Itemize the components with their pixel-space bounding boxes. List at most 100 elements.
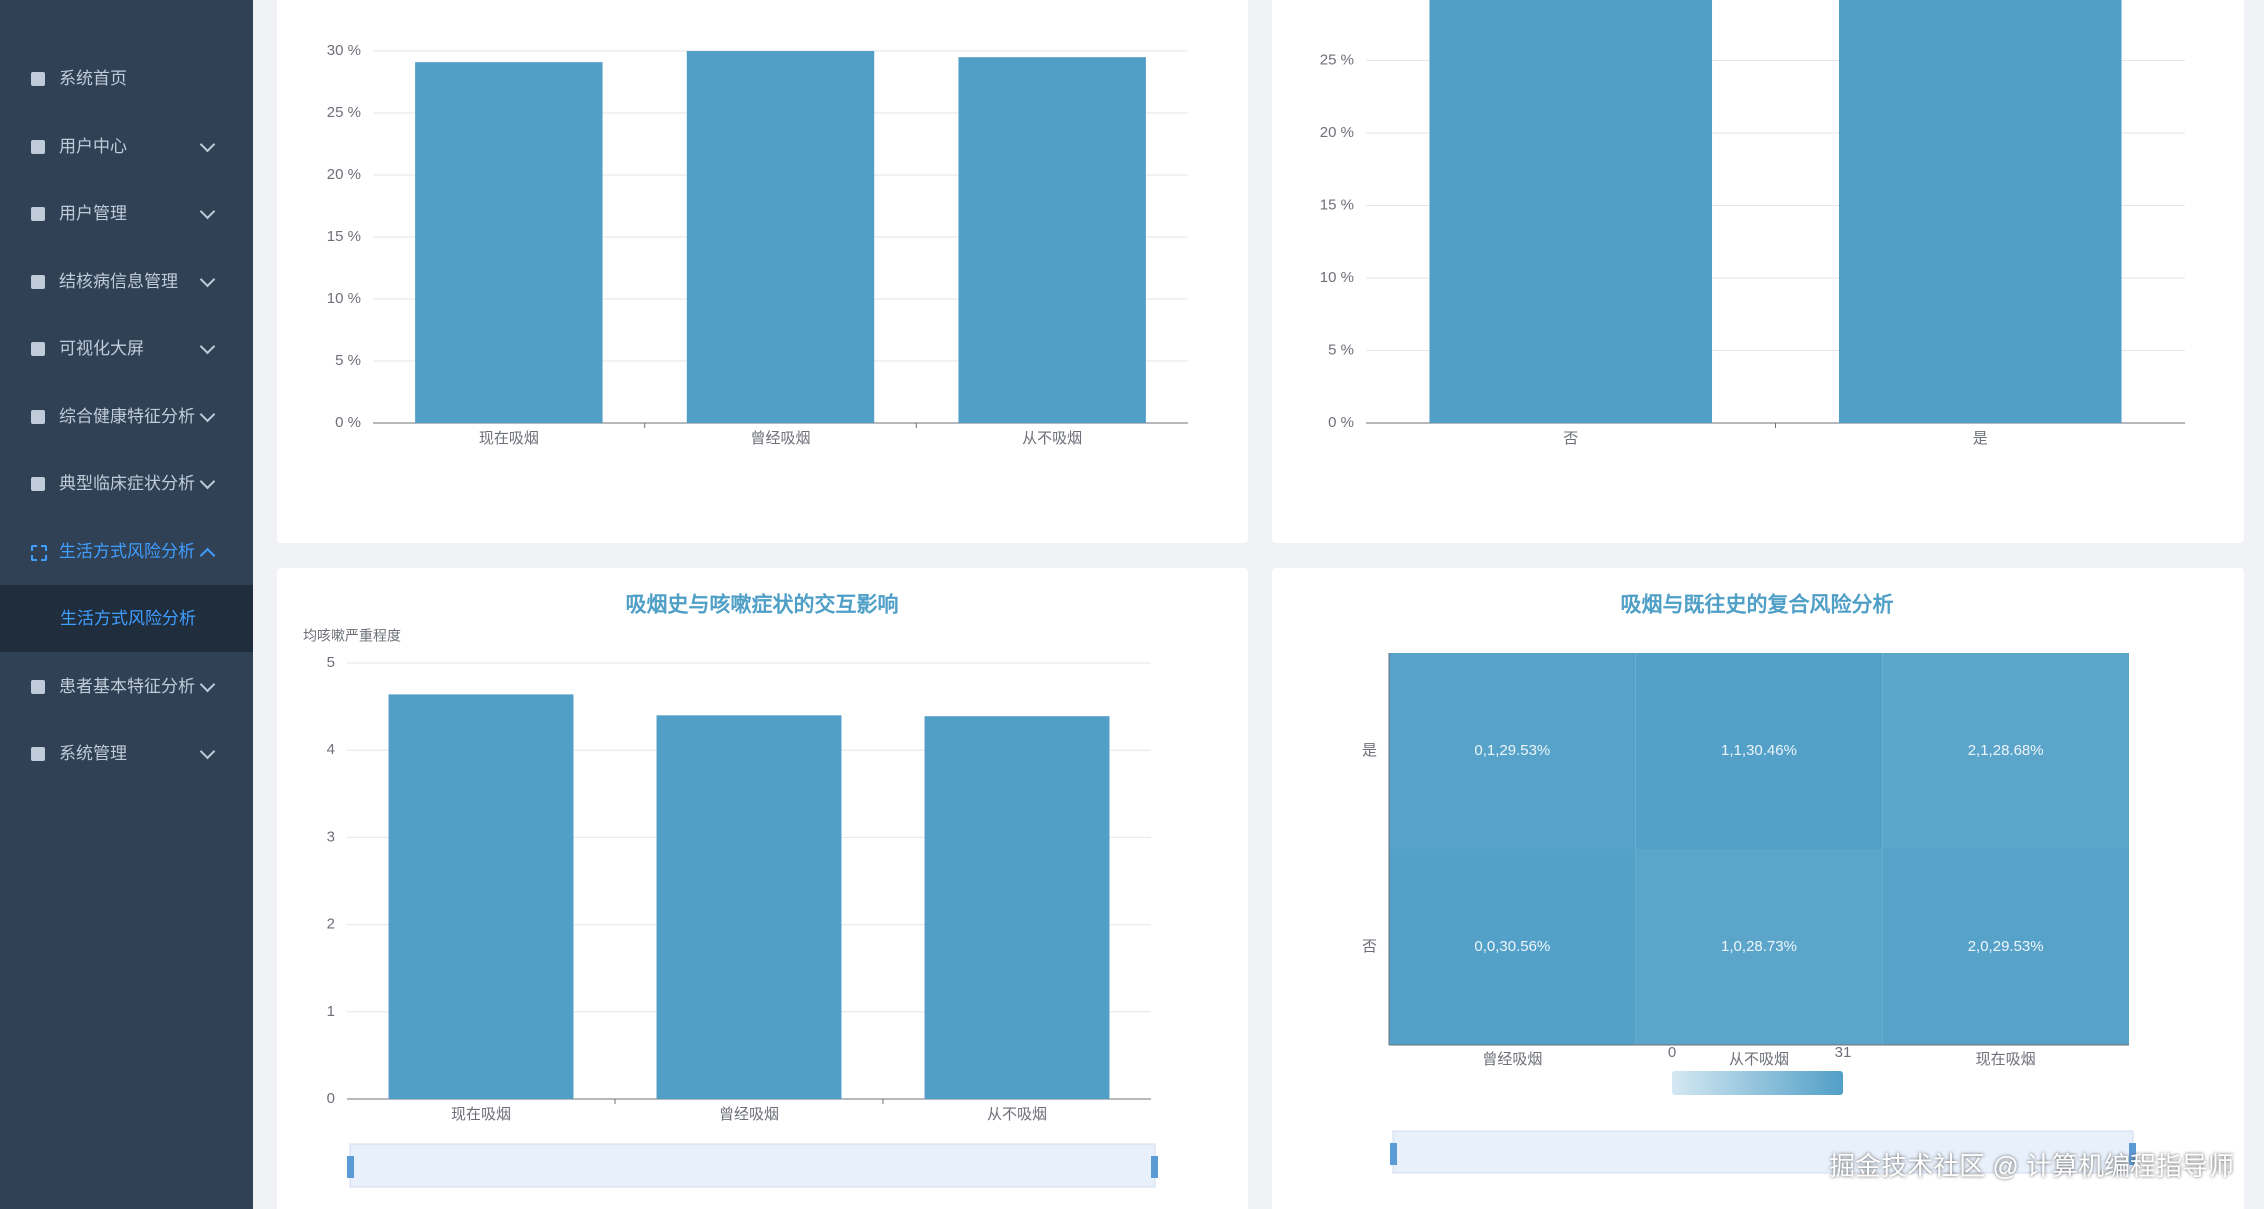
menu-label: 用户管理 [59, 204, 127, 223]
menu-icon [31, 274, 45, 289]
bar [924, 716, 1110, 1099]
menu-icon [31, 207, 45, 221]
x-tick-label: 曾经吸烟 [719, 1106, 779, 1123]
cell-label: 1,0,28.73% [1721, 938, 1797, 955]
y-tick-label: 1 [327, 1003, 335, 1020]
y-tick-label: 25 % [1320, 51, 1354, 68]
y-tick-label: 20 % [327, 166, 361, 183]
bar [1429, 0, 1713, 423]
cell-label: 0,0,30.56% [1474, 938, 1550, 955]
menu-item[interactable]: 用户中心 [0, 117, 253, 177]
heatmap-cell [1635, 849, 1883, 1045]
menu-icon [31, 139, 45, 154]
x-tick-label: 从不吸烟 [987, 1106, 1047, 1123]
menu-item[interactable]: 生活方式风险分析 [0, 522, 253, 582]
heatmap-cell [1882, 653, 2129, 849]
heatmap-cell [1389, 849, 1636, 1045]
menu-label: 可视化大屏 [59, 339, 144, 358]
x-tick-label: 否 [1563, 430, 1578, 447]
cell-label: 2,1,28.68% [1968, 742, 2044, 759]
heatmap-cell [1882, 849, 2129, 1045]
y-axis-name: 均咳嗽严重程度 [303, 628, 401, 644]
bar [1838, 0, 2122, 423]
x-tick-label: 曾经吸烟 [1482, 1051, 1542, 1068]
bar [388, 694, 574, 1099]
cell-label: 2,0,29.53% [1968, 938, 2044, 955]
y-tick-label: 30 % [327, 42, 361, 59]
menu-label: 用户中心 [59, 136, 127, 156]
chart-title: 吸烟史与咳嗽症状的交互影响 [626, 593, 899, 617]
menu-label: 患者基本特征分析 [59, 676, 195, 696]
menu-label: 综合健康特征分析 [59, 406, 195, 426]
menu-item[interactable]: 结核病信息管理 [0, 252, 253, 312]
menu-item[interactable]: 患者基本特征分析 [0, 657, 253, 717]
y-tick-label: 0 [327, 1090, 335, 1107]
y-tick-label: 10 % [1320, 269, 1354, 286]
data-zoom [1392, 1130, 2134, 1174]
y-tick-label: 20 % [1320, 124, 1354, 141]
x-tick-label: 现在吸烟 [479, 430, 539, 447]
menu-icon [31, 544, 47, 561]
menu-label: 结核病信息管理 [59, 271, 178, 291]
zoom-handle [2129, 1143, 2136, 1165]
menu-item[interactable]: 典型临床症状分析 [0, 454, 253, 514]
y-tick-label: 3 [327, 828, 335, 845]
cell-label: 0,1,29.53% [1474, 742, 1550, 759]
menu-item[interactable]: 可视化大屏 [0, 319, 253, 379]
x-tick-label: 是 [1973, 430, 1988, 447]
x-tick-label: 现在吸烟 [451, 1106, 511, 1123]
sidebar: 系统首页用户中心用户管理结核病信息管理 可视化大屏综合健康特征分析 典型临床症状分析… [0, 0, 253, 1209]
zoom-handle [1390, 1143, 1397, 1165]
bar [415, 62, 603, 423]
x-tick-label: 从不吸烟 [1022, 430, 1082, 447]
y-tick-label: 15 % [1320, 196, 1354, 213]
heatmap-cell [1635, 653, 1883, 849]
visual-map-bar [1672, 1071, 1843, 1095]
visual-map-min: 0 [1668, 1044, 1676, 1061]
y-tick-label: 5 % [335, 352, 361, 369]
menu-icon [31, 747, 45, 761]
data-zoom [349, 1143, 1156, 1188]
y-tick-label: 4 [327, 741, 335, 758]
menu-item[interactable]: 用户管理 [0, 184, 253, 244]
watermark: 掘金技术社区 @ 计算机编程指导师 [1829, 1151, 2234, 1181]
y-tick-label: 否 [1362, 938, 1377, 955]
menu-icon [31, 409, 45, 424]
menu-label: 系统首页 [59, 69, 127, 88]
submenu-label: 生活方式风险分析 [60, 609, 196, 628]
visual-map-max: 31 [1835, 1044, 1852, 1061]
y-tick-label: 是 [1362, 742, 1377, 759]
heatmap-cell [1389, 653, 1636, 849]
menu-item[interactable]: 系统首页 [0, 49, 253, 109]
chart-title: 吸烟与既往史的复合风险分析 [1621, 593, 1894, 617]
y-tick-label: 0 % [1328, 414, 1354, 431]
y-tick-label: 5 % [1328, 341, 1354, 358]
y-tick-label: 15 % [327, 228, 361, 245]
submenu-item[interactable]: 生活方式风险分析 [0, 585, 253, 652]
menu-label: 典型临床症状分析 [59, 474, 195, 493]
menu-label: 生活方式风险分析 [59, 541, 195, 561]
menu-icon [31, 477, 45, 491]
menu-item[interactable]: 综合健康特征分析 [0, 387, 253, 447]
zoom-handle [347, 1156, 354, 1178]
bar [686, 51, 875, 423]
bar [656, 715, 842, 1099]
menu-icon [31, 679, 45, 694]
y-tick-label: 2 [327, 916, 335, 933]
bar [958, 57, 1146, 423]
x-tick-label: 从不吸烟 [1729, 1051, 1789, 1068]
y-tick-label: 0 % [335, 414, 361, 431]
y-tick-label: 10 % [327, 290, 361, 307]
menu-label: 系统管理 [59, 744, 127, 763]
x-tick-label: 曾经吸烟 [750, 430, 810, 447]
zoom-handle [1151, 1156, 1158, 1178]
cell-label: 1,1,30.46% [1721, 742, 1797, 759]
y-tick-label: 25 % [327, 104, 361, 121]
menu-item[interactable]: 系统管理 [0, 724, 253, 784]
menu-icon [31, 342, 45, 356]
menu-icon [31, 72, 45, 86]
y-tick-label: 5 [327, 654, 335, 671]
x-tick-label: 现在吸烟 [1976, 1051, 2036, 1068]
